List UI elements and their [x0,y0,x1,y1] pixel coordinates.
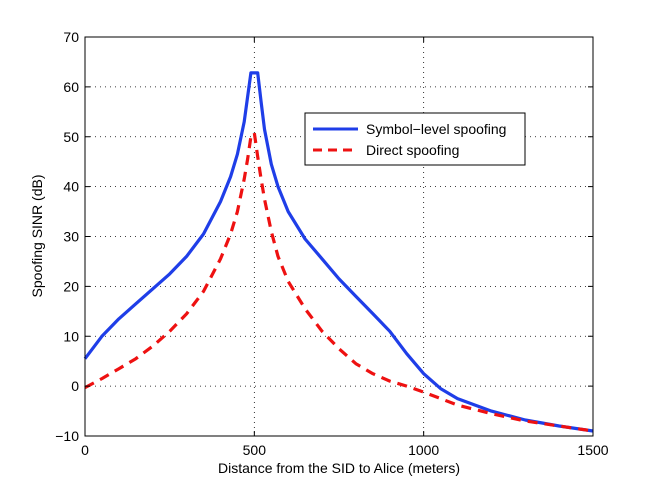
y-tick-label: 30 [63,229,79,245]
x-tick-label: 0 [81,442,89,458]
y-tick-label: −10 [55,428,79,444]
series-line-symbol-level-spoofing [83,71,594,433]
y-tick-label: 40 [63,179,79,195]
y-tick-label: 20 [63,278,79,294]
legend-box [304,112,526,166]
y-tick-label: 0 [71,378,79,394]
y-tick-label: 60 [63,79,79,95]
y-tick-label: 10 [63,328,79,344]
x-axis-label: Distance from the SID to Alice (meters) [218,460,460,476]
plot-background [85,37,593,436]
y-tick-label: 70 [63,29,79,45]
y-axis-label: Spoofing SINR (dB) [29,175,45,298]
y-tick-label: 50 [63,129,79,145]
series-layer [83,71,594,433]
legend-direct-label: Direct spoofing [366,142,459,158]
x-tick-label: 500 [243,442,267,458]
x-tick-label: 1000 [408,442,439,458]
legend: Symbol−level spoofing Direct spoofing [304,112,526,166]
legend-symbol-level-label: Symbol−level spoofing [366,121,506,137]
x-tick-label: 1500 [577,442,608,458]
